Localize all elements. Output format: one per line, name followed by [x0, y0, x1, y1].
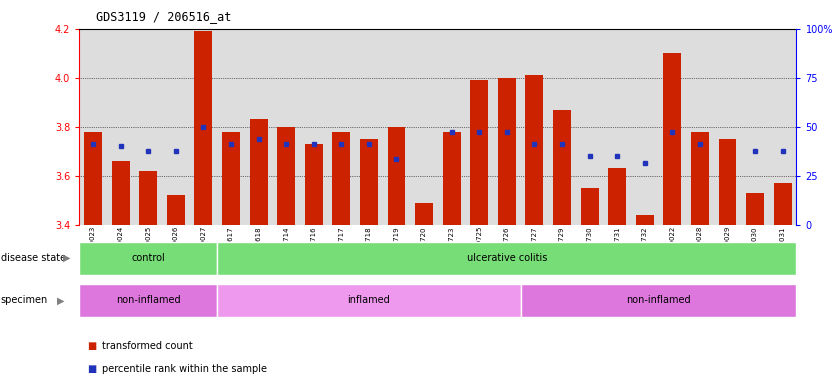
Bar [167, 195, 185, 225]
Bar [249, 119, 268, 225]
Bar [525, 75, 544, 225]
Bar [222, 132, 240, 225]
Text: inflamed: inflamed [348, 295, 390, 306]
Text: disease state: disease state [1, 253, 66, 263]
Bar [774, 183, 791, 225]
Text: specimen: specimen [1, 295, 48, 306]
Bar [217, 284, 520, 317]
Bar [277, 127, 295, 225]
Bar [139, 171, 157, 225]
Text: GDS3119 / 206516_at: GDS3119 / 206516_at [96, 10, 231, 23]
Bar [580, 188, 599, 225]
Text: ulcerative colitis: ulcerative colitis [467, 253, 547, 263]
Text: ■: ■ [88, 341, 97, 351]
Bar [663, 53, 681, 225]
Bar [332, 132, 350, 225]
Bar [360, 139, 378, 225]
Text: ■: ■ [88, 364, 97, 374]
Bar [79, 284, 217, 317]
Text: non-inflamed: non-inflamed [116, 295, 180, 306]
Bar [691, 132, 709, 225]
Bar [553, 109, 571, 225]
Text: ▶: ▶ [57, 295, 64, 306]
Bar [84, 132, 102, 225]
Text: non-inflamed: non-inflamed [626, 295, 691, 306]
Text: transformed count: transformed count [102, 341, 193, 351]
Bar [217, 242, 796, 275]
Bar [112, 161, 129, 225]
Bar [608, 168, 626, 225]
Bar [194, 31, 213, 225]
Bar [636, 215, 654, 225]
Bar [443, 132, 460, 225]
Text: percentile rank within the sample: percentile rank within the sample [102, 364, 267, 374]
Bar [388, 127, 405, 225]
Bar [719, 139, 736, 225]
Bar [498, 78, 515, 225]
Bar [79, 242, 217, 275]
Bar [470, 80, 488, 225]
Text: ▶: ▶ [63, 253, 71, 263]
Bar [746, 193, 764, 225]
Bar [304, 144, 323, 225]
Bar [520, 284, 796, 317]
Bar [415, 203, 433, 225]
Text: control: control [131, 253, 165, 263]
